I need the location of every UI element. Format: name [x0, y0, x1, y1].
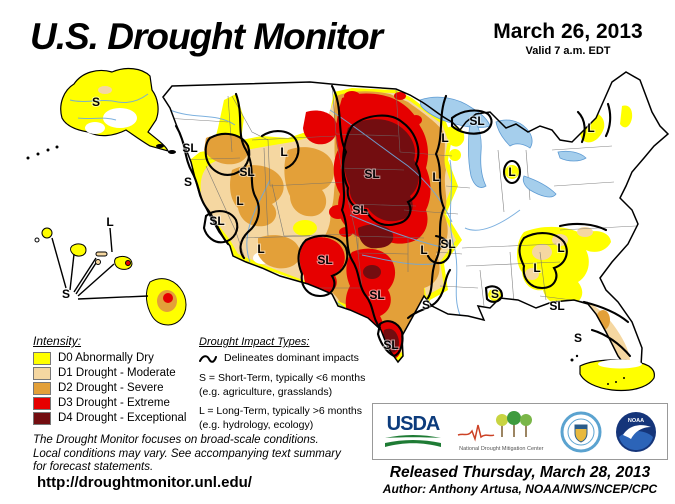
- agency-logos-box: USDA National Drought Mitigation Center: [372, 403, 668, 460]
- impact-label-l: L: [432, 170, 439, 184]
- impact-label-sl: SL: [364, 167, 379, 181]
- legend-item-label: D0 Abnormally Dry: [58, 352, 154, 364]
- released-date: Released Thursday, March 28, 2013: [389, 464, 651, 481]
- short-term-text: S = Short-Term, typically <6 months: [199, 372, 366, 384]
- usda-logo: USDA: [383, 414, 443, 450]
- map-date: March 26, 2013: [493, 20, 643, 43]
- legend-rows: D0 Abnormally Dry D1 Drought - Moderate D2…: [33, 351, 193, 425]
- impact-label-sl: SL: [182, 141, 197, 155]
- ndmc-caption: National Drought Mitigation Center: [459, 446, 544, 452]
- disclaimer-line: Local conditions may vary. See accompany…: [33, 447, 341, 460]
- valid-time: Valid 7 a.m. EDT: [525, 45, 611, 57]
- disclaimer-line: The Drought Monitor focuses on broad-sca…: [33, 434, 319, 446]
- page-title: U.S. Drought Monitor: [30, 16, 383, 57]
- disclaimer: The Drought Monitor focuses on broad-sca…: [33, 434, 378, 475]
- commerce-seal-icon: [560, 411, 602, 452]
- impact-label-sl: SL: [239, 165, 254, 179]
- disclaimer-line: for forecast statements.: [33, 461, 154, 473]
- legend-item: D2 Drought - Severe: [33, 381, 193, 395]
- legend-item-label: D2 Drought - Severe: [58, 382, 164, 394]
- impact-label-l: L: [587, 121, 594, 135]
- d2-color-swatch: [33, 381, 51, 395]
- usda-swoosh-icon: [385, 434, 441, 447]
- ndmc-trees-icon: [458, 411, 533, 442]
- impact-label-sl: SL: [440, 237, 455, 251]
- impact-label-l: L: [236, 194, 243, 208]
- d0-color-swatch: [33, 351, 51, 365]
- impact-label-sl: SL: [369, 288, 384, 302]
- legend-item: D3 Drought - Extreme: [33, 396, 193, 410]
- impact-label-sl: SL: [469, 114, 484, 128]
- impact-label-l: L: [441, 131, 448, 145]
- alaska-inset: [26, 67, 176, 160]
- impact-label-s: S: [62, 287, 70, 301]
- legend-item: D4 Drought - Exceptional: [33, 411, 193, 425]
- long-term-text: L = Long-Term, typically >6 months: [199, 405, 363, 417]
- impact-label-sl: SL: [383, 338, 398, 352]
- impact-label-l: L: [280, 145, 287, 159]
- legend-item: D1 Drought - Moderate: [33, 366, 193, 380]
- impact-label-l: L: [508, 165, 515, 179]
- noaa-wordmark: NOAA: [628, 418, 644, 424]
- d3-color-swatch: [33, 396, 51, 410]
- puerto-rico-inset: [570, 354, 655, 392]
- impact-label-l: L: [257, 242, 264, 256]
- impact-label-sl: SL: [352, 203, 367, 217]
- impact-types-panel: Drought Impact Types: Delineates dominan…: [199, 336, 377, 438]
- impact-label-sl: SL: [549, 299, 564, 313]
- legend-item: D0 Abnormally Dry: [33, 351, 193, 365]
- d4-regions: [343, 119, 419, 353]
- noaa-logo-icon: NOAA: [615, 411, 656, 452]
- hawaii-inset: [34, 227, 187, 326]
- release-info: Released Thursday, March 28, 2013 Author…: [370, 464, 670, 496]
- delineates-text: Delineates dominant impacts: [224, 352, 359, 364]
- intensity-legend: Intensity: D0 Abnormally Dry D1 Drought -…: [33, 334, 193, 426]
- ndmc-logo: National Drought Mitigation Center: [456, 411, 546, 452]
- legend-heading: Intensity:: [33, 334, 82, 348]
- impact-label-s: S: [491, 287, 499, 301]
- short-term-example: (e.g. agriculture, grasslands): [199, 386, 333, 398]
- legend-item-label: D1 Drought - Moderate: [58, 367, 176, 379]
- impact-label-sl: SL: [317, 253, 332, 267]
- impact-label-s: S: [422, 298, 430, 312]
- legend-item-label: D4 Drought - Exceptional: [58, 412, 187, 424]
- impact-label-l: L: [420, 243, 427, 257]
- long-term-example: (e.g. hydrology, ecology): [199, 419, 314, 431]
- impact-boundary-curves: [174, 84, 632, 358]
- d4-color-swatch: [33, 411, 51, 425]
- impact-types-heading: Drought Impact Types:: [199, 336, 310, 348]
- impact-label-l: L: [557, 241, 564, 255]
- legend-item-label: D3 Drought - Extreme: [58, 397, 170, 409]
- dominant-impacts-curve-icon: [199, 355, 217, 363]
- florida-keys: [607, 377, 625, 385]
- d1-color-swatch: [33, 366, 51, 380]
- author-credit: Author: Anthony Artusa, NOAA/NWS/NCEP/CP…: [382, 482, 658, 496]
- impact-label-sl: SL: [209, 214, 224, 228]
- impact-label-l: L: [106, 215, 113, 229]
- drought-monitor-url[interactable]: http://droughtmonitor.unl.edu/: [37, 474, 252, 491]
- impact-label-s: S: [184, 175, 192, 189]
- hawaii-leader-lines: [51, 227, 149, 300]
- impact-label-l: L: [533, 261, 540, 275]
- usda-wordmark: USDA: [386, 412, 441, 435]
- date-block: March 26, 2013 Valid 7 a.m. EDT: [468, 20, 668, 57]
- impact-label-s: S: [574, 331, 582, 345]
- impact-label-s: S: [92, 95, 100, 109]
